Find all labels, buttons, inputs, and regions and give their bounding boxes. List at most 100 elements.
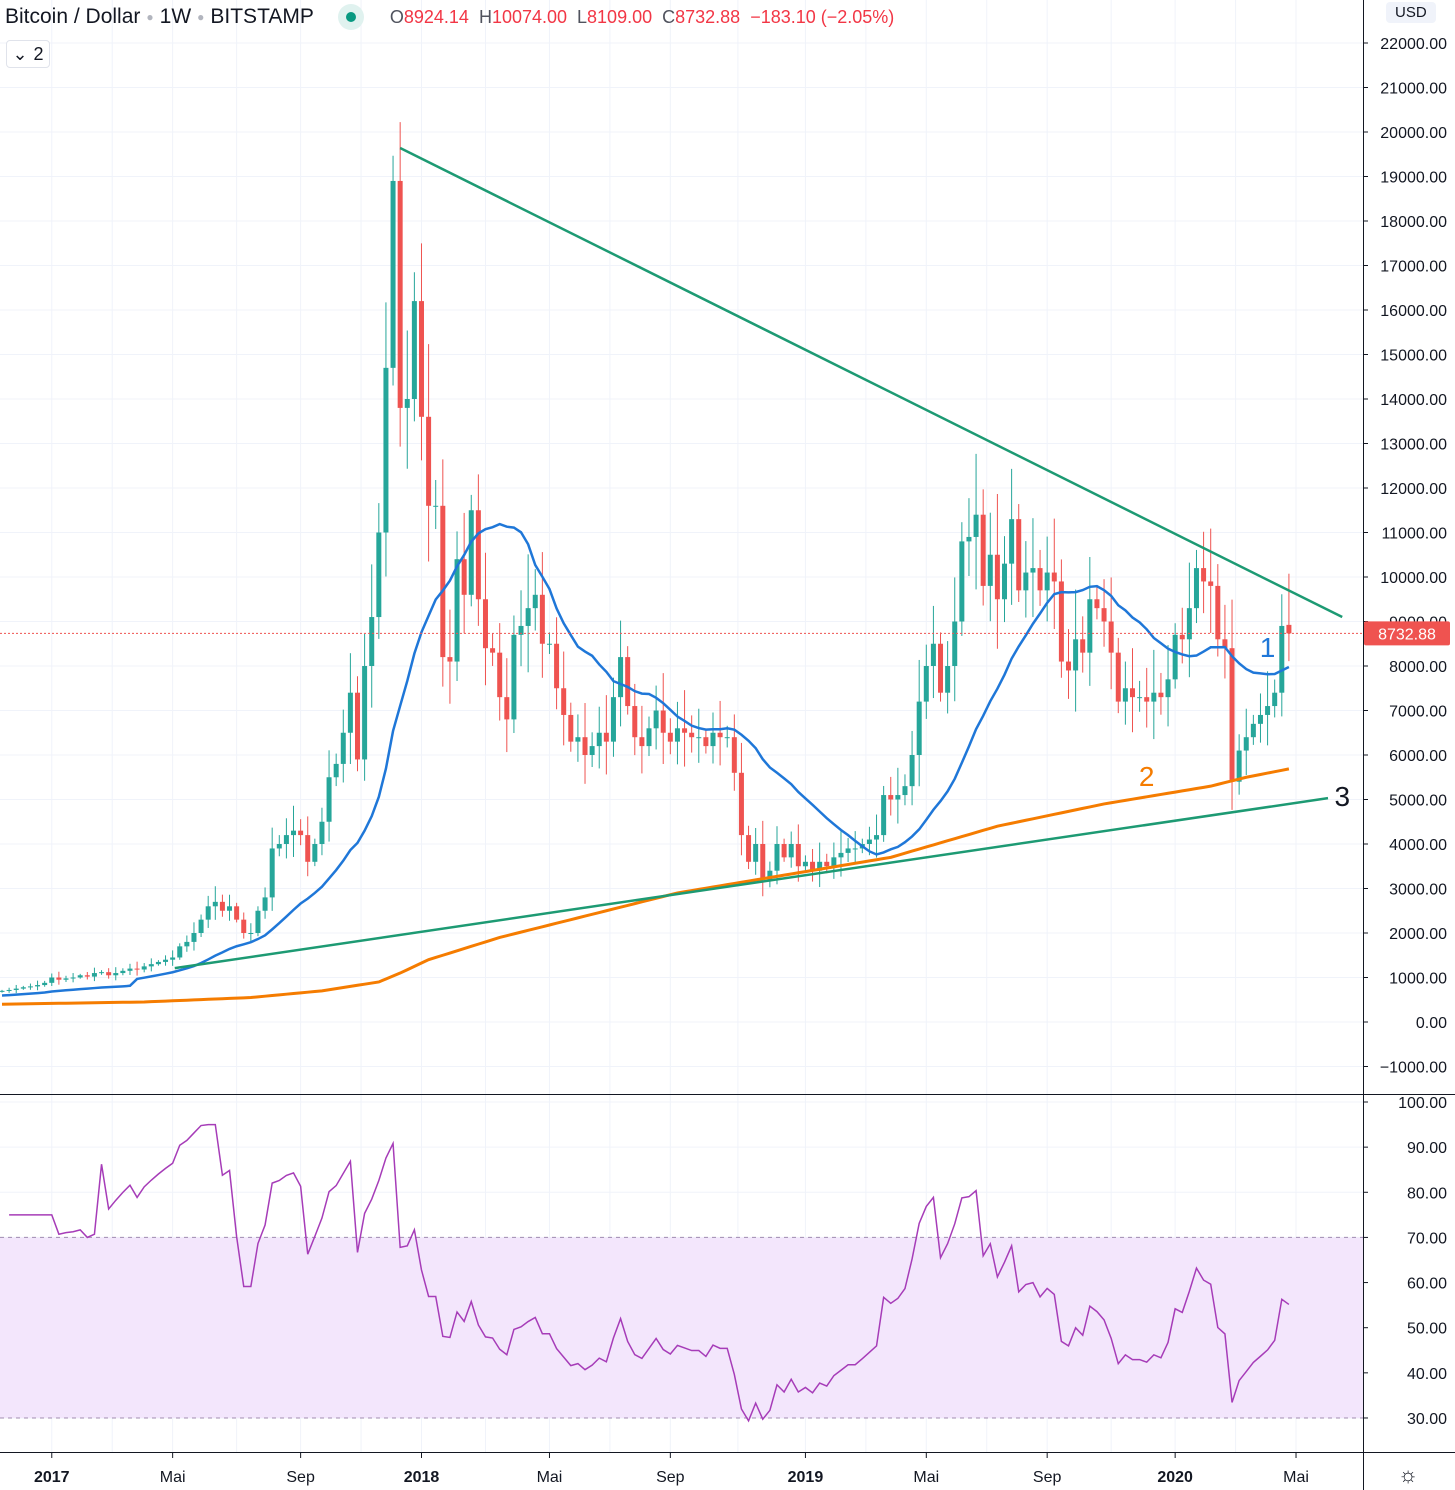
collapse-indicators-button[interactable]: ⌄ 2	[6, 40, 50, 68]
candle-body	[490, 648, 496, 653]
candle-body	[49, 977, 55, 983]
candle-body	[191, 933, 197, 942]
candle-body	[497, 652, 503, 698]
candle-body	[888, 795, 894, 800]
candle-body	[845, 848, 851, 853]
candle-body	[1229, 648, 1235, 782]
candle-body	[980, 514, 986, 586]
candle-body	[319, 821, 325, 844]
candle-body	[362, 666, 368, 760]
candle-body	[895, 795, 901, 800]
candle-body	[817, 861, 823, 871]
trendline-support	[174, 796, 1329, 970]
candle-body	[966, 536, 972, 542]
candle-body	[959, 541, 965, 622]
candle-body	[1279, 625, 1285, 693]
candle-body	[753, 844, 759, 862]
interval[interactable]: 1W	[159, 5, 192, 28]
candle-body	[1201, 568, 1207, 582]
candle-body	[1144, 697, 1150, 702]
candle-body	[653, 710, 659, 729]
candle-body	[134, 968, 140, 970]
candle-body	[909, 755, 915, 787]
candle-body	[1058, 581, 1064, 662]
candle-body	[568, 714, 574, 742]
candle-body	[632, 706, 638, 738]
candle-body	[255, 910, 261, 933]
candle-body	[660, 710, 666, 733]
candle-body	[561, 688, 567, 715]
rsi-tick-label: 40.00	[1407, 1366, 1447, 1383]
candle-body	[241, 919, 247, 933]
candle-body	[532, 594, 538, 609]
candle-body	[603, 732, 609, 742]
candle-body	[447, 657, 453, 662]
price-tick-label: 7000.00	[1389, 704, 1447, 721]
candle-body	[1243, 737, 1249, 751]
candle-body	[177, 946, 183, 958]
candle-body	[625, 657, 631, 707]
candle-body	[120, 970, 126, 974]
exchange: BITSTAMP	[210, 5, 314, 28]
candle-body	[1215, 585, 1221, 640]
candle-body	[482, 599, 488, 649]
price-tick-label: 21000.00	[1380, 81, 1447, 98]
candle-body	[70, 977, 76, 979]
candle-body	[738, 772, 744, 836]
candle-body	[418, 301, 424, 417]
candle-body	[589, 746, 595, 755]
candle-body	[91, 973, 97, 977]
gear-icon[interactable]: ☼	[1398, 1462, 1419, 1487]
price-tick-label: 13000.00	[1380, 437, 1447, 454]
candle-body	[596, 732, 602, 747]
candle-body	[42, 982, 48, 986]
candle-body	[945, 666, 951, 693]
candle-body	[646, 728, 652, 747]
time-tick-label: Mai	[1283, 1469, 1309, 1486]
candle-body	[440, 505, 446, 658]
candle-body	[262, 897, 268, 911]
candle-body	[212, 901, 218, 907]
candle-body	[13, 988, 19, 990]
candle-body	[163, 959, 169, 962]
candle-body	[582, 737, 588, 755]
candle-body	[1094, 599, 1100, 609]
candle-body	[710, 732, 716, 747]
legend-header: Bitcoin / Dollar ● 1W ● BITSTAMP O8924.14 …	[5, 4, 895, 30]
candle-body	[433, 505, 439, 507]
candle-body	[127, 968, 133, 971]
candle-body	[1272, 692, 1278, 707]
candle-body	[674, 728, 680, 742]
candles	[0, 122, 1292, 994]
currency-badge[interactable]: USD	[1386, 2, 1436, 23]
rsi-line	[9, 1123, 1290, 1423]
candle-body	[731, 737, 737, 773]
price-tick-label: −1000.00	[1380, 1060, 1447, 1077]
candle-body	[1250, 723, 1256, 738]
candle-body	[525, 608, 531, 626]
candle-body	[1208, 581, 1214, 586]
candle-body	[1186, 608, 1192, 640]
candle-body	[269, 848, 275, 898]
candle-body	[475, 510, 481, 600]
time-tick-label: Sep	[1033, 1469, 1062, 1486]
candle-body	[234, 906, 240, 920]
candle-body	[227, 906, 233, 911]
candle-body	[1044, 572, 1050, 591]
candle-body	[1002, 563, 1008, 600]
time-tick-label: Sep	[286, 1469, 315, 1486]
candle-body	[810, 861, 816, 871]
candle-body	[1009, 519, 1015, 564]
candle-body	[1129, 688, 1135, 698]
candle-body	[667, 732, 673, 742]
ohlc-low: L8109.00	[577, 6, 653, 27]
symbol-name[interactable]: Bitcoin / Dollar	[5, 5, 141, 28]
candle-body	[84, 975, 90, 977]
candle-body	[426, 416, 432, 506]
time-tick-label: 2018	[404, 1469, 440, 1486]
candle-body	[760, 844, 766, 880]
candle-body	[781, 844, 787, 858]
candle-body	[333, 763, 339, 778]
price-tick-label: 20000.00	[1380, 125, 1447, 142]
